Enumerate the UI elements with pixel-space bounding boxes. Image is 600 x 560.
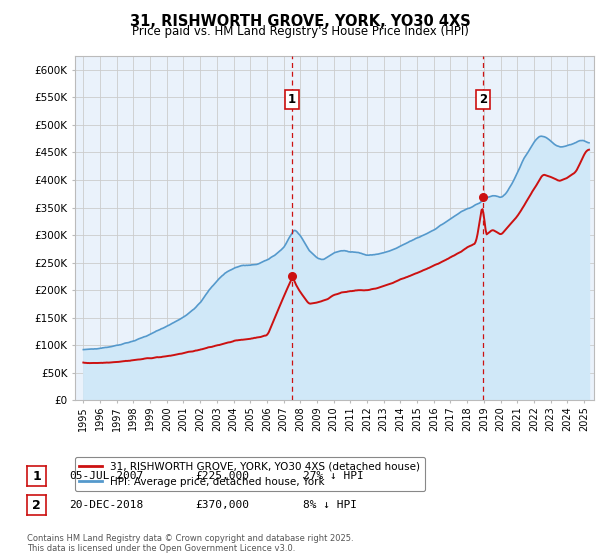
Text: 05-JUL-2007: 05-JUL-2007 (69, 471, 143, 481)
Text: 8% ↓ HPI: 8% ↓ HPI (303, 500, 357, 510)
Text: 27% ↓ HPI: 27% ↓ HPI (303, 471, 364, 481)
Text: 1: 1 (288, 92, 296, 105)
Text: 2: 2 (479, 92, 487, 105)
Text: 31, RISHWORTH GROVE, YORK, YO30 4XS: 31, RISHWORTH GROVE, YORK, YO30 4XS (130, 14, 470, 29)
Text: £370,000: £370,000 (195, 500, 249, 510)
Text: Price paid vs. HM Land Registry's House Price Index (HPI): Price paid vs. HM Land Registry's House … (131, 25, 469, 38)
Text: 1: 1 (32, 469, 41, 483)
Text: 20-DEC-2018: 20-DEC-2018 (69, 500, 143, 510)
Text: 2: 2 (32, 498, 41, 512)
Text: £225,000: £225,000 (195, 471, 249, 481)
Legend: 31, RISHWORTH GROVE, YORK, YO30 4XS (detached house), HPI: Average price, detach: 31, RISHWORTH GROVE, YORK, YO30 4XS (det… (75, 457, 425, 491)
Text: Contains HM Land Registry data © Crown copyright and database right 2025.
This d: Contains HM Land Registry data © Crown c… (27, 534, 353, 553)
